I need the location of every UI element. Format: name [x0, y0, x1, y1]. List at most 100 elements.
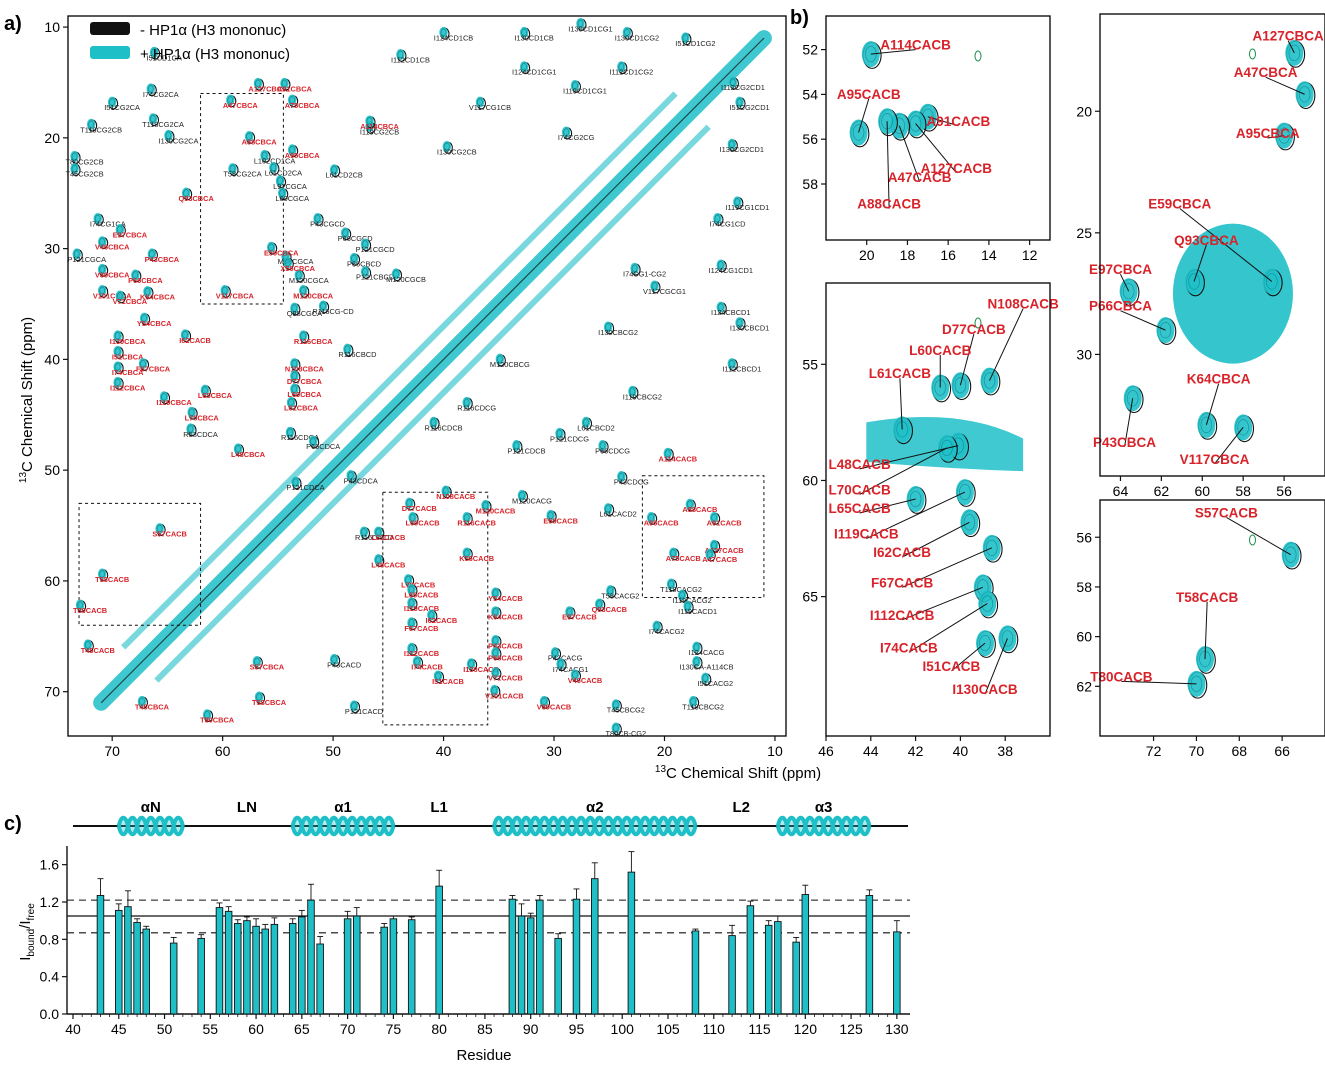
peak-label-R116CACB: R116CACB: [457, 519, 496, 528]
peak-label-T58CACG2: T58CACG2: [601, 592, 639, 601]
peak-label-M120CBCA: M120CBCA: [293, 291, 333, 300]
panel-a-label: a): [4, 13, 22, 35]
peak-I51CBCA: [113, 345, 124, 359]
panel-a-x-tick-label: 60: [215, 743, 231, 759]
panel-c-x-tick-label: 100: [611, 1021, 635, 1037]
peak-P66CGCD: [341, 227, 352, 241]
peak-label-P121CDCB: P121CDCB: [507, 447, 545, 456]
panel-b2-x-tick-label: 44: [863, 743, 879, 759]
zoom-region-box: [641, 475, 765, 599]
peak-P121CACD: [349, 700, 361, 714]
peak-label-I119CG2CB: I119CG2CB: [360, 128, 399, 137]
peak-I119CACB: [955, 479, 976, 507]
peak-I119CG1CD1: [733, 196, 744, 210]
panel-c-x-tick-label: 125: [839, 1021, 863, 1037]
panel-c-x-tick-label: 70: [340, 1021, 356, 1037]
peak-M120CGCB: [391, 268, 403, 282]
peak-V117CBCA: [220, 284, 231, 298]
peak-label-M120CGCB: M120CGCB: [386, 275, 426, 284]
peak-T45CG2CB: [70, 163, 81, 176]
panel-c-x-tick-label: 40: [65, 1021, 81, 1037]
peak-P43CACD: [329, 653, 341, 667]
panel-c-x-tick-label: 80: [431, 1021, 447, 1037]
peak-label-T80CB-CG2: T80CB-CG2: [605, 729, 646, 738]
panel-c-x-tick-label: 75: [386, 1021, 402, 1037]
bar-residue-95: [572, 898, 581, 1015]
bar-residue-101: [627, 871, 636, 1015]
peak-T45CACB: [83, 639, 94, 653]
peak-label-D77CACB: D77CACB: [402, 504, 437, 513]
peak-label-N108CACB: N108CACB: [436, 492, 475, 501]
peak-M120CBCA: [299, 284, 310, 298]
peak-I119CACG2: [677, 589, 689, 603]
leader-line: [1120, 310, 1166, 331]
peak-label-M120CACB: M120CACB: [476, 506, 516, 515]
peak-I124CBCD1: [716, 301, 727, 315]
helix-coil: [492, 815, 698, 827]
leader-line: [886, 121, 890, 209]
bar-residue-80: [435, 885, 443, 1015]
peak-L60CGCA: [278, 187, 289, 201]
peak-T80CG2CB: [70, 150, 81, 164]
zoom-label-F67CACB: F67CACB: [871, 575, 934, 590]
minor-contour: [974, 50, 982, 62]
peak-label-I112CD1CG2: I112CD1CG2: [609, 68, 653, 77]
leader-line: [901, 586, 983, 621]
peak-label-T58CBCA: T58CBCA: [252, 698, 287, 707]
peak-T80CACB: [75, 599, 87, 613]
peak-T58CACB: [97, 568, 109, 582]
leader-line: [870, 49, 916, 55]
zoom-label-P66CBCA: P66CBCA: [1089, 299, 1152, 314]
peak-L102CD1CA: [260, 149, 271, 163]
bar-residue-120: [801, 894, 810, 1015]
peak-label-T118CG2CB: T118CG2CB: [80, 125, 122, 134]
ss-label-α2: α2: [586, 799, 604, 816]
bar-residue-62: [270, 923, 279, 1015]
zoom-label-D77CACB: D77CACB: [942, 322, 1006, 337]
peak-label-I130CACB: I130CACB: [463, 665, 499, 674]
peak-label-A47CACB: A47CACB: [702, 555, 737, 564]
peak-label-I51CBCA: I51CBCA: [112, 352, 144, 361]
peak-label-P66CBCA: P66CBCA: [128, 276, 163, 285]
peak-label-I130CG2CA: I130CG2CA: [159, 136, 199, 145]
peak-M120CBCG: [495, 353, 506, 367]
peak-Q93CBCA: [181, 187, 193, 201]
peak-label-V89CACB: V89CACB: [537, 702, 572, 711]
peak-V89CBCA: [97, 263, 109, 277]
peak-I51CD1CG2: [681, 32, 692, 46]
peak-label-I130CBCD1: I130CBCD1: [730, 324, 769, 333]
peak-L60CACB: [408, 512, 419, 525]
panel-a-x-tick-label: 30: [546, 743, 562, 759]
peak-label-I119CD1CG1: I119CD1CG1: [563, 87, 607, 96]
leader-line: [1267, 135, 1285, 139]
zoom-label-I119CACB: I119CACB: [834, 527, 899, 542]
peak-T58CBCA: [254, 691, 266, 705]
peak-label-P121CGCA: P121CGCA: [67, 255, 106, 264]
peak-label-L61CBCD2: L61CBCD2: [577, 423, 614, 432]
panel-b2-x-tick-label: 40: [953, 743, 969, 759]
helix-coil: [116, 815, 185, 827]
peak-label-P121CACD: P121CACD: [345, 707, 383, 716]
helix-coil: [858, 825, 872, 837]
peak-label-N108CBCA: N108CBCA: [285, 365, 325, 374]
peak-I74CACB: [978, 590, 999, 619]
peak-I74CG1-CG2: [630, 262, 641, 276]
zoom-label-I51CACB: I51CACB: [923, 659, 981, 674]
bar-residue-43: [96, 895, 105, 1015]
panel-a-x-tick-label: 20: [657, 743, 673, 759]
panel-a-y-title: 13C Chemical Shift (ppm): [18, 317, 36, 483]
panel-a-x-tick-label: 10: [767, 743, 783, 759]
bar-residue-70: [343, 918, 352, 1015]
peak-label-I119CBCG2: I119CBCG2: [623, 392, 662, 401]
peak-A127CBCA: [253, 77, 264, 91]
legend: - HP1α (H3 mononuc) + HP1α (H3 mononuc): [90, 22, 290, 63]
peak-I51CD1CA: [149, 46, 161, 60]
peak-I130CBCG2: [603, 321, 615, 335]
panel-c-x-tick-label: 65: [294, 1021, 310, 1037]
peak-K56CACB: [462, 547, 473, 561]
peak-R116CDCB: [429, 416, 440, 430]
peak-K64CACB: [491, 606, 502, 620]
bar-residue-71: [353, 915, 361, 1015]
leader-line: [927, 116, 959, 127]
peak-T80CBCA: [202, 709, 214, 723]
